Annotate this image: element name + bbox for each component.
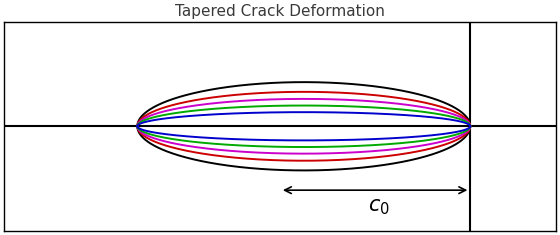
Title: Tapered Crack Deformation: Tapered Crack Deformation xyxy=(175,4,385,19)
Text: $\boldsymbol{c_0}$: $\boldsymbol{c_0}$ xyxy=(368,198,390,217)
